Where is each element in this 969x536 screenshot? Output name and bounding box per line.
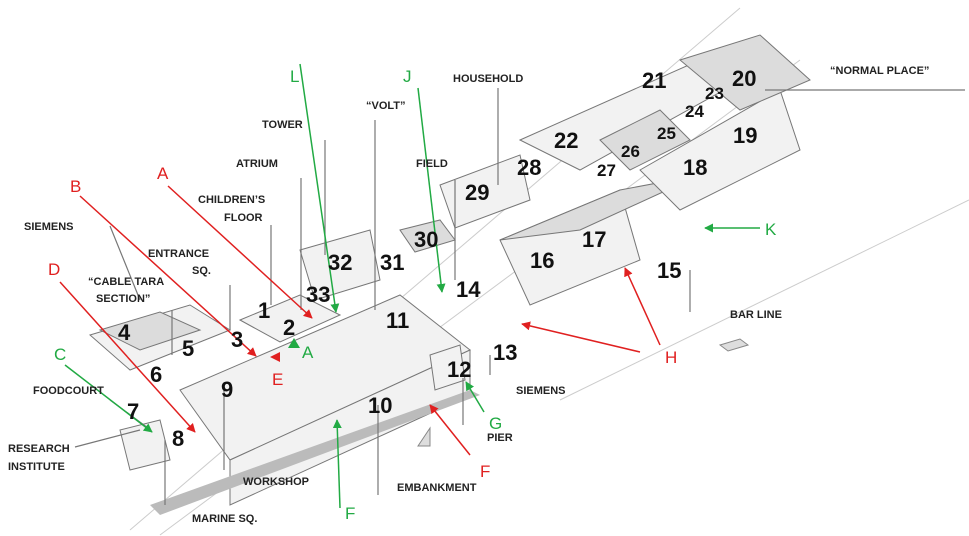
place-label: “VOLT” [366, 100, 406, 112]
place-label: RESEARCH [8, 443, 70, 455]
building-number: 17 [582, 227, 606, 252]
place-label: TOWER [262, 119, 303, 131]
building-number: 5 [182, 336, 194, 361]
place-label: ENTRANCE [148, 248, 209, 260]
building-number: 1 [258, 298, 270, 323]
building-number: 21 [642, 68, 666, 93]
place-label: CHILDREN’S [198, 194, 265, 206]
building-number: 2 [283, 315, 295, 340]
view-letter: C [54, 345, 66, 364]
place-label: EMBANKMENT [397, 482, 477, 494]
place-label: FIELD [416, 158, 448, 170]
building-number: 31 [380, 250, 404, 275]
building-number: 28 [517, 155, 541, 180]
building-number: 27 [597, 161, 616, 180]
view-letter: H [665, 348, 677, 367]
building-number: 32 [328, 250, 352, 275]
leader-lines [74, 88, 965, 505]
view-letter: L [290, 67, 299, 86]
view-letter: F [480, 462, 490, 481]
place-label: FLOOR [224, 212, 263, 224]
building-number: 11 [386, 308, 409, 333]
labels: SIEMENS“CABLE TARASECTION”ENTRANCESQ.CHI… [8, 65, 929, 525]
site-drawing [88, 7, 969, 536]
place-label: INSTITUTE [8, 461, 65, 473]
building-number: 23 [705, 84, 724, 103]
view-arrows [59, 63, 760, 509]
building-number: 20 [732, 66, 756, 91]
place-label: “CABLE TARA [88, 276, 164, 288]
place-label: SIEMENS [24, 221, 74, 233]
building-number: 15 [657, 258, 681, 283]
building-number: 30 [414, 227, 438, 252]
building-number: 33 [306, 282, 330, 307]
view-letter: F [345, 504, 355, 523]
view-letter: A [302, 343, 314, 362]
building-number: 8 [172, 426, 184, 451]
building-number: 18 [683, 155, 707, 180]
place-label: SIEMENS [516, 385, 566, 397]
place-label: WORKSHOP [243, 476, 309, 488]
building-number: 9 [221, 377, 233, 402]
building-number: 25 [657, 124, 676, 143]
building-number: 10 [368, 393, 392, 418]
view-letter: K [765, 220, 777, 239]
place-label: BAR LINE [730, 309, 782, 321]
building-number: 12 [447, 357, 471, 382]
view-letter: A [157, 164, 169, 183]
view-letter: E [272, 370, 283, 389]
place-label: ATRIUM [236, 158, 278, 170]
building-number: 4 [118, 320, 131, 345]
building-number: 29 [465, 180, 489, 205]
view-letter: G [489, 414, 502, 433]
place-label: HOUSEHOLD [453, 73, 523, 85]
building-number: 26 [621, 142, 640, 161]
place-label: SQ. [192, 265, 211, 277]
building-number: 19 [733, 123, 757, 148]
place-label: FOODCOURT [33, 385, 104, 397]
place-label: SECTION” [96, 293, 150, 305]
building-number: 16 [530, 248, 554, 273]
view-letter: B [70, 177, 81, 196]
building-number: 7 [127, 399, 139, 424]
place-label: “NORMAL PLACE” [830, 65, 929, 77]
building-number: 13 [493, 340, 517, 365]
building-number: 3 [231, 327, 243, 352]
building-number: 14 [456, 277, 481, 302]
place-label: PIER [487, 432, 513, 444]
place-label: MARINE SQ. [192, 513, 257, 525]
building-number: 6 [150, 362, 162, 387]
building-number: 22 [554, 128, 578, 153]
building-number: 24 [685, 102, 704, 121]
view-letter: D [48, 260, 60, 279]
view-letter: J [403, 67, 412, 86]
